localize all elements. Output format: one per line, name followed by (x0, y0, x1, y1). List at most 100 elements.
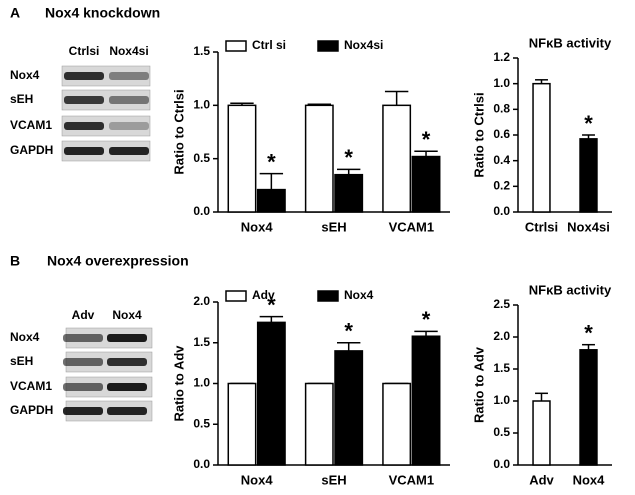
error-bar (414, 330, 438, 337)
significance-marker: * (267, 292, 276, 317)
significance-marker: * (422, 127, 431, 152)
y-tick-label: 2.5 (493, 297, 510, 311)
x-tick-label: sEH (321, 219, 346, 234)
significance-marker: * (422, 307, 431, 332)
y-tick-label: 0.0 (493, 457, 510, 471)
y-axis-label: Ratio to Ctrlsi (471, 92, 486, 177)
y-tick-label: 2.0 (193, 294, 210, 308)
blot-band (107, 383, 147, 391)
y-tick-label: 1.2 (493, 50, 510, 64)
x-tick-label: VCAM1 (389, 472, 435, 487)
blot-band (64, 122, 104, 130)
panel-title: Nox4 overexpression (47, 253, 189, 269)
error-bar (337, 342, 361, 351)
significance-marker: * (267, 149, 276, 174)
blot-column-label: Adv (72, 308, 95, 322)
legend-swatch (317, 290, 339, 302)
blot-band (109, 96, 149, 104)
blot-band (109, 147, 149, 155)
blot-band (63, 383, 103, 391)
error-bar (384, 90, 409, 106)
blot-strip (61, 115, 151, 137)
bar (411, 335, 441, 466)
error-bar (259, 315, 284, 323)
bar (334, 173, 364, 213)
y-tick-label: 0.6 (493, 127, 510, 141)
bar (382, 382, 412, 466)
blot-band (63, 334, 103, 342)
y-tick-label: 0.2 (493, 179, 510, 193)
y-tick-label: 0.5 (193, 151, 210, 165)
y-axis-label: Ratio to Adv (471, 346, 486, 423)
error-bar (535, 392, 548, 401)
panel-title: Nox4 knockdown (45, 5, 160, 21)
error-bar (337, 168, 361, 175)
x-tick-label: Nox4 (241, 472, 274, 487)
blot-band (64, 72, 104, 80)
blot-row-label: VCAM1 (10, 379, 52, 393)
panel-label: A (10, 5, 20, 21)
blot-strip (61, 65, 151, 87)
y-tick-label: 0.5 (193, 416, 210, 430)
legend-label: Nox4 (344, 288, 374, 302)
significance-marker: * (584, 111, 593, 136)
y-tick-label: 0.4 (493, 153, 510, 167)
bar (227, 382, 257, 466)
y-tick-label: 1.0 (493, 393, 510, 407)
chart-title: NFκB activity (529, 35, 612, 50)
panel-label: B (10, 253, 20, 269)
bar (382, 104, 412, 213)
legend-label: Adv (252, 288, 275, 302)
y-tick-label: 0.8 (493, 102, 510, 116)
y-tick-label: 1.0 (493, 76, 510, 90)
y-axis-label: Ratio to Adv (171, 345, 186, 422)
blot-band (109, 72, 149, 80)
blot-band (63, 358, 103, 366)
blot-band (107, 407, 147, 415)
error-bar (259, 172, 284, 190)
x-tick-label: VCAM1 (389, 219, 435, 234)
error-bar (414, 150, 438, 157)
legend-label: Nox4si (344, 38, 383, 52)
bar (411, 155, 441, 213)
x-tick-label: Nox4 (573, 472, 606, 487)
blot-row-label: sEH (10, 354, 33, 368)
blot-column-label: Nox4 (112, 308, 142, 322)
blot-row-label: sEH (10, 92, 33, 106)
blot-strip (61, 140, 151, 162)
blot-band (107, 334, 147, 342)
blot-band (109, 122, 149, 130)
blot-row-label: GAPDH (10, 143, 53, 157)
y-tick-label: 0.0 (493, 204, 510, 218)
legend-label: Ctrl si (252, 38, 286, 52)
y-tick-label: 0.5 (493, 425, 510, 439)
bar (227, 104, 257, 213)
bar (256, 188, 286, 213)
x-tick-label: Ctrlsi (525, 219, 558, 234)
y-tick-label: 1.5 (493, 361, 510, 375)
blot-row-label: GAPDH (10, 403, 53, 417)
bar (304, 104, 334, 213)
error-bar (582, 343, 595, 350)
blot-band (63, 407, 103, 415)
bar (532, 82, 551, 213)
bar (579, 138, 598, 213)
chart-title: NFκB activity (529, 282, 612, 297)
blot-band (64, 96, 104, 104)
y-tick-label: 1.5 (193, 44, 210, 58)
y-tick-label: 2.0 (493, 329, 510, 343)
bar (532, 400, 551, 466)
blot-row-label: Nox4 (10, 330, 40, 344)
y-tick-label: 1.0 (193, 98, 210, 112)
blot-band (107, 358, 147, 366)
blot-band (64, 147, 104, 155)
bar (256, 321, 286, 466)
bar (334, 350, 364, 466)
bar (304, 382, 334, 466)
blot-column-label: Nox4si (109, 44, 148, 58)
significance-marker: * (344, 319, 353, 344)
significance-marker: * (584, 320, 593, 345)
y-tick-label: 0.0 (193, 204, 210, 218)
blot-column-label: Ctrlsi (69, 44, 100, 58)
